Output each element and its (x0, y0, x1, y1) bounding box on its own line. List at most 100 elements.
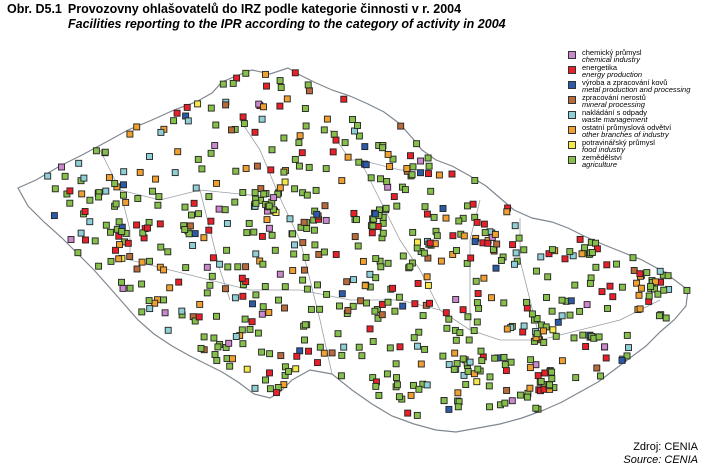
facility-marker (520, 246, 528, 254)
facility-marker (593, 364, 601, 372)
facility-marker (91, 237, 99, 245)
facility-marker (425, 162, 433, 170)
facility-marker (618, 356, 626, 364)
facility-marker (136, 168, 144, 176)
facility-marker (174, 148, 182, 156)
facility-marker (276, 270, 284, 278)
facility-marker (224, 263, 232, 271)
facility-marker (215, 205, 223, 213)
facility-marker (243, 229, 251, 237)
facility-marker (302, 253, 310, 261)
facility-marker (409, 163, 417, 171)
legend-swatch (568, 96, 576, 104)
facility-marker (349, 116, 356, 123)
facility-marker (377, 263, 385, 271)
facility-marker (300, 218, 308, 226)
facility-marker (107, 257, 115, 265)
facility-marker (548, 375, 556, 383)
facility-marker (683, 286, 691, 294)
facility-marker (491, 354, 499, 362)
facility-marker (413, 244, 421, 252)
legend-label-cz: chemický průmysl (582, 48, 642, 57)
facility-marker (379, 144, 387, 152)
facility-marker (467, 254, 475, 262)
legend-swatch (568, 111, 576, 119)
legend-item-energy: energetika energy production (568, 64, 708, 79)
facility-marker (267, 166, 275, 174)
legend-item-waste: nakládání s odpady waste management (568, 109, 708, 124)
facility-marker (315, 250, 323, 258)
facility-marker (75, 159, 83, 167)
facility-marker (473, 318, 481, 326)
facility-marker (144, 224, 151, 232)
facility-marker (664, 272, 672, 280)
facility-marker (409, 228, 417, 236)
facility-marker (207, 149, 215, 157)
facility-marker (384, 298, 392, 306)
facility-marker (181, 203, 189, 211)
facility-marker (196, 300, 204, 308)
map-title: Obr. D5.1 Provozovny ohlašovatelů do IRZ … (7, 2, 461, 16)
facility-marker (460, 232, 468, 240)
facility-marker (472, 277, 480, 285)
facility-marker (116, 241, 123, 249)
title-text: Provozovny ohlašovatelů do IRZ podle kat… (67, 2, 462, 16)
facility-marker (273, 389, 280, 397)
facility-marker (265, 309, 273, 316)
facility-marker (145, 218, 153, 226)
facility-marker (228, 126, 235, 134)
facility-marker (426, 239, 434, 247)
facility-marker (371, 307, 379, 315)
facility-marker (424, 154, 432, 162)
facility-marker (194, 155, 202, 163)
facility-marker (501, 399, 509, 407)
facility-marker (310, 226, 318, 234)
legend: chemický průmysl chemical industry energ… (568, 49, 708, 169)
facility-marker (95, 193, 103, 201)
facility-marker (404, 409, 412, 417)
facility-marker (126, 253, 134, 260)
facility-marker (593, 245, 601, 253)
facility-marker (523, 393, 531, 401)
facility-marker (586, 279, 594, 287)
facility-marker (146, 153, 153, 160)
facility-marker (303, 191, 311, 199)
facility-marker (292, 365, 300, 373)
facility-marker (636, 270, 644, 278)
facility-marker (313, 210, 321, 218)
facility-marker (301, 105, 309, 112)
facility-marker (321, 202, 329, 210)
facility-marker (92, 147, 100, 155)
facility-marker (474, 365, 482, 373)
facility-marker (200, 234, 208, 242)
facility-marker (656, 267, 664, 275)
facility-marker (259, 260, 267, 268)
facility-marker (448, 170, 456, 178)
facility-marker (191, 230, 199, 238)
facility-marker (290, 250, 298, 258)
facility-marker (178, 307, 186, 315)
facility-marker (635, 291, 643, 299)
facility-marker (332, 136, 340, 144)
legend-label-cz: nakládání s odpady (582, 108, 648, 117)
facility-marker (471, 177, 479, 184)
facility-marker (407, 152, 414, 160)
facility-marker (320, 248, 328, 256)
facility-marker (597, 372, 604, 380)
facility-marker (222, 285, 229, 293)
facility-marker (355, 132, 363, 140)
facility-marker (392, 360, 400, 368)
facility-marker (430, 213, 438, 221)
facility-marker (645, 292, 653, 300)
facility-marker (408, 171, 416, 179)
facility-marker (207, 217, 215, 225)
facility-marker (359, 257, 367, 265)
facility-marker (414, 280, 422, 287)
facility-marker (276, 77, 284, 85)
facility-marker (242, 165, 250, 172)
facility-marker (452, 296, 460, 303)
facility-marker (229, 79, 237, 87)
facility-marker (354, 122, 361, 129)
facility-marker (410, 334, 418, 342)
